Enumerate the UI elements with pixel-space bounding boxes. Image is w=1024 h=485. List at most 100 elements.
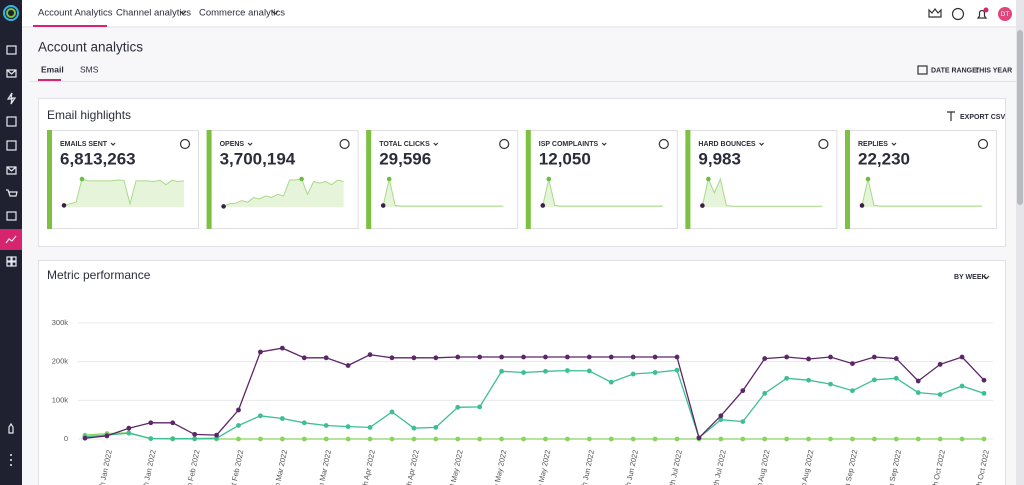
data-point[interactable] — [192, 431, 198, 437]
data-point[interactable] — [455, 404, 461, 410]
data-point[interactable] — [389, 355, 395, 361]
nav-icon[interactable] — [6, 189, 18, 197]
data-point[interactable] — [214, 432, 219, 438]
data-point[interactable] — [323, 436, 329, 442]
data-point[interactable] — [850, 388, 855, 394]
data-point[interactable] — [170, 420, 176, 426]
data-point[interactable] — [279, 436, 285, 442]
data-point[interactable] — [433, 425, 439, 430]
card-label[interactable]: ISP COMPLAINTS — [539, 141, 599, 148]
data-point[interactable] — [740, 388, 746, 394]
data-point[interactable] — [389, 436, 395, 442]
data-point[interactable] — [871, 354, 877, 360]
help-icon[interactable] — [818, 138, 829, 150]
data-point[interactable] — [236, 436, 241, 442]
card-label[interactable]: REPLIES — [858, 141, 888, 148]
data-point[interactable] — [477, 404, 483, 410]
data-point[interactable] — [389, 409, 395, 415]
data-point[interactable] — [543, 354, 548, 360]
data-point[interactable] — [784, 436, 790, 442]
data-point[interactable] — [586, 368, 592, 374]
data-point[interactable] — [564, 354, 570, 360]
data-point[interactable] — [806, 436, 811, 442]
help-icon[interactable] — [179, 138, 191, 150]
avatar[interactable] — [998, 7, 1012, 21]
help-icon[interactable] — [951, 7, 965, 21]
period-select[interactable]: BY WEEK — [954, 274, 987, 281]
data-point[interactable] — [674, 354, 680, 360]
data-point[interactable] — [806, 356, 811, 362]
data-point[interactable] — [893, 356, 899, 361]
nav-icon[interactable] — [6, 45, 17, 55]
data-point[interactable] — [959, 354, 965, 360]
sub-tab[interactable]: Email — [41, 64, 64, 74]
menu-dot[interactable] — [10, 454, 12, 456]
data-point[interactable] — [630, 371, 636, 377]
data-point[interactable] — [411, 355, 417, 361]
data-point[interactable] — [323, 355, 329, 361]
nav-icon[interactable] — [6, 69, 17, 78]
data-point[interactable] — [564, 368, 570, 373]
crown-icon[interactable] — [928, 8, 942, 18]
data-point[interactable] — [784, 354, 790, 360]
data-point[interactable] — [630, 354, 636, 360]
data-point[interactable] — [477, 436, 483, 442]
data-point[interactable] — [499, 354, 505, 360]
nav-tab[interactable]: Commerce analytics — [199, 8, 285, 19]
data-point[interactable] — [652, 370, 658, 375]
data-point[interactable] — [82, 435, 88, 441]
data-point[interactable] — [893, 375, 899, 381]
data-point[interactable] — [521, 436, 526, 442]
nav-icon[interactable] — [6, 211, 17, 221]
data-point[interactable] — [236, 423, 241, 428]
data-point[interactable] — [871, 377, 877, 383]
data-point[interactable] — [762, 436, 768, 442]
data-point[interactable] — [236, 407, 241, 413]
nav-item-active[interactable] — [0, 229, 22, 250]
data-point[interactable] — [937, 361, 943, 367]
data-point[interactable] — [279, 416, 285, 421]
data-point[interactable] — [411, 436, 417, 442]
card-label[interactable]: HARD BOUNCES — [698, 141, 756, 148]
logo[interactable] — [3, 5, 19, 21]
scrollbar-thumb[interactable] — [1017, 30, 1023, 205]
card-label[interactable]: OPENS — [220, 141, 245, 148]
data-point[interactable] — [499, 368, 505, 374]
data-point[interactable] — [871, 436, 877, 442]
data-point[interactable] — [323, 423, 329, 428]
data-point[interactable] — [433, 355, 439, 361]
help-icon[interactable] — [499, 138, 510, 150]
data-point[interactable] — [915, 436, 921, 442]
data-point[interactable] — [608, 379, 614, 385]
data-point[interactable] — [345, 424, 351, 430]
data-point[interactable] — [937, 392, 943, 397]
data-point[interactable] — [740, 419, 746, 424]
nav-icon[interactable] — [6, 166, 17, 175]
data-point[interactable] — [499, 436, 505, 442]
highlight-card[interactable] — [47, 130, 199, 229]
data-point[interactable] — [959, 436, 965, 442]
data-point[interactable] — [696, 435, 702, 441]
highlight-card[interactable] — [366, 130, 519, 229]
data-point[interactable] — [784, 375, 790, 381]
nav-icon[interactable] — [8, 422, 14, 434]
export-button[interactable]: EXPORT CSV — [960, 114, 1005, 121]
data-point[interactable] — [828, 436, 833, 442]
card-label[interactable]: EMAILS SENT — [60, 141, 108, 148]
data-point[interactable] — [477, 354, 483, 360]
highlight-card[interactable] — [206, 130, 359, 229]
data-point[interactable] — [455, 354, 461, 360]
data-point[interactable] — [258, 436, 263, 442]
data-point[interactable] — [893, 436, 899, 442]
data-point[interactable] — [192, 436, 198, 442]
data-point[interactable] — [762, 356, 768, 361]
data-point[interactable] — [411, 425, 417, 431]
highlight-card[interactable] — [685, 130, 838, 229]
data-point[interactable] — [126, 425, 132, 431]
data-point[interactable] — [740, 436, 746, 442]
data-point[interactable] — [126, 430, 132, 436]
data-point[interactable] — [258, 413, 263, 419]
date-range-value[interactable]: THIS YEAR — [975, 67, 1012, 74]
data-point[interactable] — [828, 354, 833, 360]
data-point[interactable] — [915, 378, 921, 384]
